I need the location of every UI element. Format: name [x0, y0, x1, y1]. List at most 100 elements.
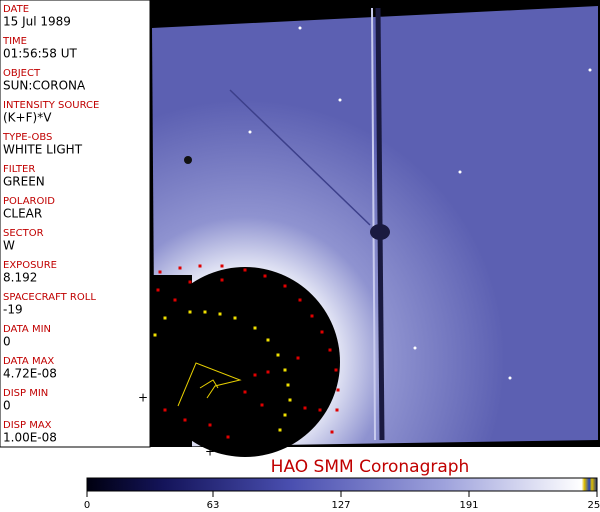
occulter	[150, 267, 340, 457]
marker-dot	[278, 428, 282, 432]
marker-dot	[173, 298, 177, 302]
marker-dot	[310, 314, 314, 318]
colorbar-tick-label: 191	[459, 500, 478, 511]
marker-dot	[243, 390, 247, 394]
marker-dot	[303, 406, 307, 410]
marker-dot	[286, 383, 290, 387]
marker-dot	[288, 398, 292, 402]
star	[458, 170, 462, 174]
colorbar-tick-label: 127	[331, 500, 350, 511]
marker-dot	[218, 312, 222, 316]
field-label: SECTOR	[3, 228, 44, 239]
marker-dot	[334, 368, 338, 372]
pylon-edge	[371, 7, 376, 441]
spot	[370, 224, 390, 240]
field-label: OBJECT	[3, 68, 41, 79]
marker-dot	[335, 408, 339, 412]
marker-dot	[298, 298, 302, 302]
colorbar-tick-label: 255	[587, 500, 600, 511]
streak	[229, 89, 371, 226]
marker-dot	[260, 403, 264, 407]
marker-dot	[283, 368, 287, 372]
marker-dot	[158, 270, 162, 274]
marker-dot	[318, 408, 322, 412]
title: HAO SMM Coronagraph	[271, 457, 470, 477]
marker-dot	[220, 278, 224, 282]
colorbar	[86, 477, 598, 492]
marker-dot	[188, 280, 192, 284]
star	[508, 376, 512, 380]
field-label: FILTER	[3, 164, 35, 175]
marker-dot	[163, 408, 167, 412]
field-value: 15 Jul 1989	[3, 15, 71, 29]
marker-dot	[253, 373, 257, 377]
marker-dot	[283, 413, 287, 417]
marker-dot	[163, 316, 167, 320]
axis-mark: +	[138, 391, 148, 405]
field-label: TIME	[2, 36, 27, 47]
marker-dot	[178, 266, 182, 270]
marker-dot	[233, 316, 237, 320]
star	[338, 98, 342, 102]
marker-dot	[198, 264, 202, 268]
marker-dot	[266, 370, 270, 374]
marker-dot	[183, 418, 187, 422]
field-value: 1.00E-08	[3, 431, 57, 445]
field-label: DATA MIN	[3, 324, 51, 335]
field-value: CLEAR	[3, 207, 42, 221]
marker	[199, 379, 219, 389]
field-value: (K+F)*V	[3, 111, 52, 125]
field-value: 8.192	[3, 271, 37, 285]
marker-dot	[320, 330, 324, 334]
field-value: WHITE LIGHT	[3, 143, 83, 157]
spot	[184, 156, 192, 164]
star	[413, 346, 417, 350]
colorbar-tick-label: 63	[207, 500, 220, 511]
marker-dot	[336, 388, 340, 392]
marker-dot	[283, 284, 287, 288]
field-label: DISP MAX	[3, 420, 52, 431]
star	[248, 130, 252, 134]
field-value: -19	[3, 303, 23, 317]
marker-dot	[276, 353, 280, 357]
field-label: DISP MIN	[3, 388, 48, 399]
axis-mark: +	[205, 445, 215, 459]
field-label: DATA MAX	[3, 356, 54, 367]
field-value: 0	[3, 335, 11, 349]
field-value: 4.72E-08	[3, 367, 57, 381]
field-label: EXPOSURE	[3, 260, 57, 271]
marker-dot	[153, 333, 157, 337]
field-value: 0	[3, 399, 11, 413]
marker-dot	[243, 268, 247, 272]
field-label: TYPE-OBS	[2, 132, 52, 143]
marker-dot	[330, 430, 334, 434]
colorbar-tick-label: 0	[84, 500, 90, 511]
marker-dot	[328, 348, 332, 352]
field-value: 01:56:58 UT	[3, 47, 77, 61]
info-panel	[0, 0, 151, 448]
field-label: INTENSITY SOURCE	[3, 100, 99, 111]
field-label: POLAROID	[3, 196, 55, 207]
marker-dot	[226, 435, 230, 439]
marker-dot	[188, 310, 192, 314]
occulter	[152, 275, 192, 447]
field-value: W	[3, 239, 15, 253]
marker-dot	[296, 356, 300, 360]
star	[298, 26, 302, 30]
star	[588, 68, 592, 72]
marker-dot	[220, 264, 224, 268]
marker-dot	[253, 326, 257, 330]
marker-dot	[208, 423, 212, 427]
marker	[177, 362, 242, 407]
marker-dot	[203, 310, 207, 314]
marker-dot	[156, 288, 160, 292]
marker-dot	[263, 274, 267, 278]
field-label: DATE	[3, 4, 29, 15]
field-value: GREEN	[3, 175, 45, 189]
field-value: SUN:CORONA	[3, 79, 86, 93]
marker-dot	[266, 338, 270, 342]
markers	[153, 264, 340, 439]
field-label: SPACECRAFT ROLL	[3, 292, 96, 303]
